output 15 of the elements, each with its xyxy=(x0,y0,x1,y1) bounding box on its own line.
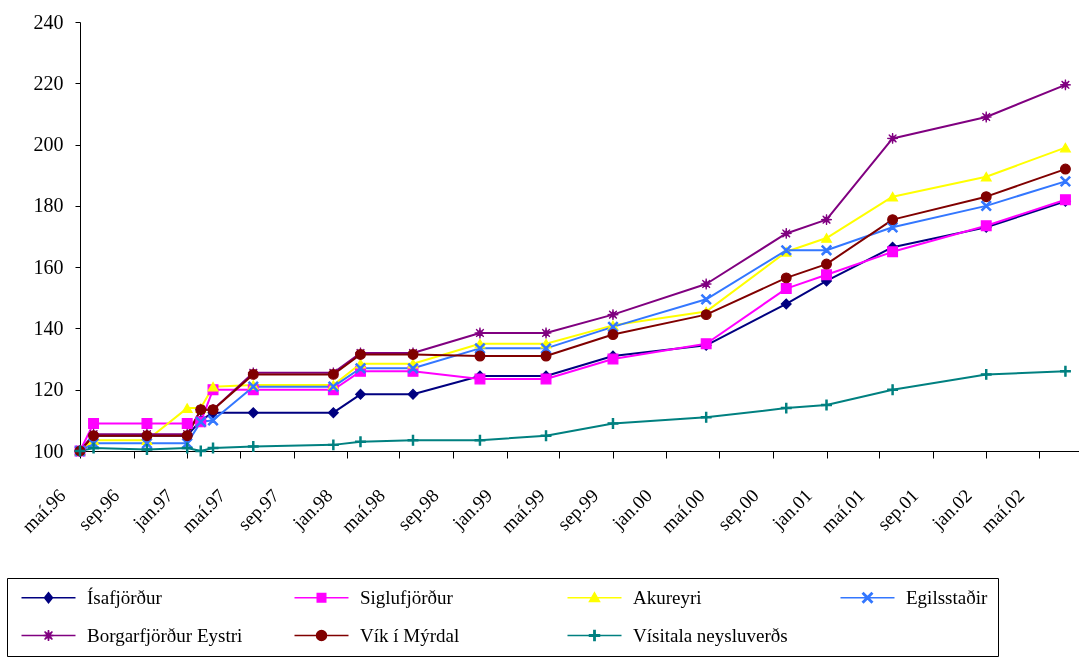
legend-label: Siglufjörður xyxy=(360,586,454,608)
legend-label: Vísitala neysluverðs xyxy=(633,624,788,646)
y-tick-label: 160 xyxy=(33,255,64,278)
legend-label: Vík í Mýrdal xyxy=(360,624,460,646)
y-tick-label: 180 xyxy=(33,194,64,217)
legend-label: Egilsstaðir xyxy=(906,586,988,608)
y-tick-label: 200 xyxy=(33,133,64,156)
legend-label: Ísafjörður xyxy=(87,586,163,608)
legend-label: Akureyri xyxy=(633,586,702,608)
y-tick-label: 120 xyxy=(33,378,64,401)
y-tick-label: 220 xyxy=(33,71,64,94)
y-tick-label: 100 xyxy=(33,439,64,462)
y-tick-label: 240 xyxy=(33,10,64,33)
legend-label: Borgarfjörður Eystri xyxy=(87,624,243,646)
y-tick-label: 140 xyxy=(33,316,64,339)
